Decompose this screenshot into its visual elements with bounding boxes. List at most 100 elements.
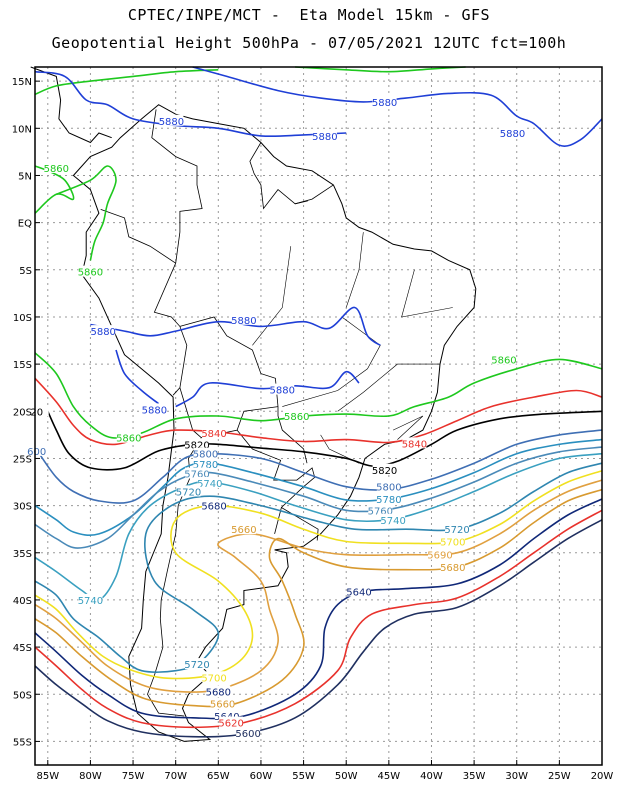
lat-tick-label: 5N	[18, 171, 32, 182]
lat-tick-label: 5S	[19, 266, 32, 277]
contour-label: 5880	[500, 129, 525, 140]
contour-label-bg	[445, 523, 470, 535]
contour-label-bg	[236, 726, 261, 738]
contour-5780	[34, 438, 603, 536]
lat-tick-label: 35S	[13, 549, 32, 560]
contour-label-bg	[270, 383, 295, 395]
country-border	[295, 200, 308, 205]
contour-label: 5660	[231, 525, 256, 536]
contour-label-bg	[202, 499, 227, 511]
contour-5880	[115, 349, 160, 405]
state-border	[252, 246, 292, 346]
lon-tick-label: 40W	[420, 771, 443, 782]
contour-label-bg	[185, 438, 209, 450]
lon-tick-label: 55W	[292, 771, 315, 782]
country-border	[249, 142, 334, 210]
contour-label-bg	[44, 161, 69, 173]
state-border	[401, 269, 453, 318]
lat-tick-label: 40S	[13, 596, 32, 607]
contour-5860	[56, 165, 117, 261]
contour-label-bg	[347, 585, 371, 597]
contour-label-bg	[231, 313, 256, 325]
contour-label-bg	[368, 504, 393, 516]
contour-label: 5800	[193, 450, 218, 461]
chart-title-line-1: CPTEC/INPE/MCT - Eta Model 15km - GFS	[127, 6, 491, 24]
contour-label: 5880	[159, 117, 184, 128]
contour-label: 5690	[427, 551, 452, 562]
lat-tick-label: 25S	[13, 454, 32, 465]
contour-label: 5820	[372, 466, 397, 477]
state-border	[392, 415, 424, 440]
contour-label: 5740	[380, 516, 405, 527]
contour-label: 5880	[270, 386, 295, 397]
country-border	[151, 109, 203, 264]
contour-label: 5840	[402, 439, 427, 450]
contour-label-bg	[219, 716, 244, 728]
lat-tick-label: EQ	[18, 219, 32, 230]
contour-5760	[34, 446, 603, 549]
state-border	[337, 363, 440, 412]
contour-label: 5680	[440, 563, 465, 574]
contour-label: 5860	[284, 412, 309, 423]
lon-tick-label: 30W	[505, 771, 528, 782]
country-border	[179, 316, 308, 464]
lat-tick-label: 20S	[13, 407, 32, 418]
contour-label-bg	[210, 697, 235, 709]
contour-label-bg	[176, 485, 201, 497]
contour-label: 5680	[206, 687, 231, 698]
contour-label-bg	[312, 129, 337, 141]
lon-tick-label: 35W	[463, 771, 486, 782]
contour-label-bg	[440, 535, 465, 547]
contour-label-bg	[376, 493, 401, 505]
contour-label-bg	[202, 671, 227, 683]
contour-label: 5700	[440, 537, 465, 548]
contour-label-bg	[78, 593, 103, 605]
contour-label: 5880	[231, 316, 256, 327]
contour-label: 5780	[376, 495, 401, 506]
contour-5620	[34, 509, 603, 729]
contour-5640	[34, 498, 603, 720]
contour-label: 5740	[197, 479, 222, 490]
contour-label: 5880	[142, 405, 167, 416]
south-america-coastline	[72, 104, 477, 742]
contour-5880	[192, 66, 603, 147]
contour-label-bg	[197, 476, 222, 488]
country-border	[100, 209, 176, 264]
lon-tick-label: 85W	[36, 771, 59, 782]
contour-label-bg	[91, 325, 116, 337]
contour-label: 5800	[376, 483, 401, 494]
contour-label: 5700	[201, 673, 226, 684]
contour-label-bg	[376, 480, 401, 492]
contour-label: 5720	[184, 660, 209, 671]
lon-tick-label: 80W	[79, 771, 102, 782]
contour-5680	[34, 479, 603, 693]
lon-tick-label: 25W	[548, 771, 571, 782]
contour-label: 5860	[491, 355, 516, 366]
contour-label: 5840	[201, 429, 226, 440]
lat-tick-label: 45S	[13, 643, 32, 654]
contour-label: 5720	[176, 487, 201, 498]
contour-5880	[34, 70, 347, 138]
contour-5880	[90, 306, 381, 346]
contour-label: 5880	[90, 327, 115, 338]
contour-label-bg	[381, 513, 406, 525]
contour-label: 20	[30, 407, 43, 418]
country-border	[147, 437, 202, 717]
contour-label-bg	[185, 658, 209, 670]
state-border	[345, 232, 364, 308]
contour-5860	[34, 352, 603, 439]
contour-label-bg	[491, 353, 516, 365]
contour-label-bg	[116, 431, 141, 443]
lon-tick-label: 65W	[207, 771, 230, 782]
contour-label-bg	[206, 685, 231, 697]
contour-label-bg	[24, 444, 49, 456]
contour-5880	[175, 370, 360, 408]
contour-5860	[295, 66, 466, 73]
contour-5860	[34, 69, 219, 96]
contour-label-bg	[24, 405, 49, 417]
central-america-coastline	[30, 66, 112, 144]
lon-tick-label: 70W	[164, 771, 187, 782]
contour-5660	[34, 488, 603, 708]
contour-label: 5860	[78, 268, 103, 279]
lon-tick-label: 75W	[122, 771, 145, 782]
